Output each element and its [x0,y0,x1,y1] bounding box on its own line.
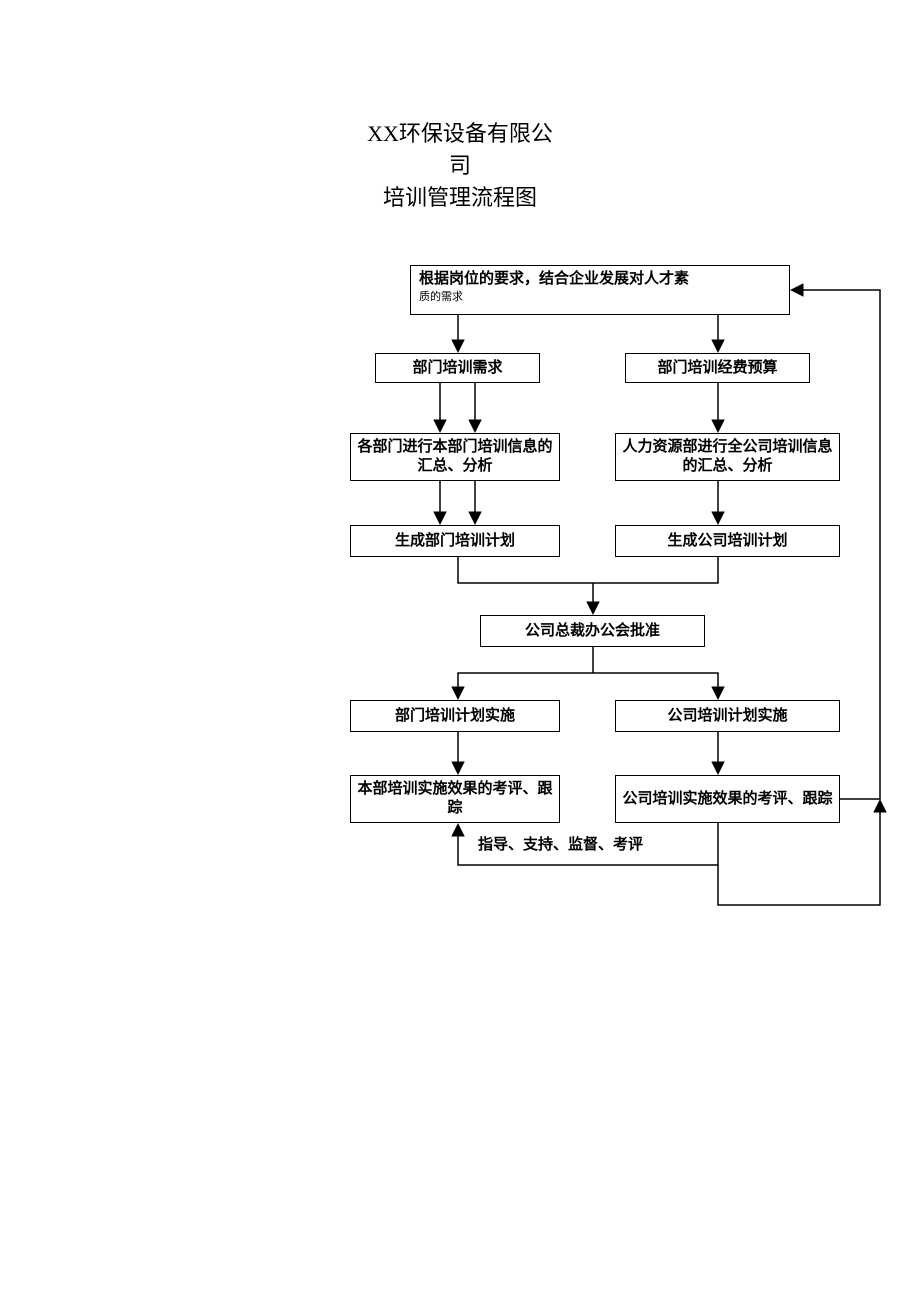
node-dept-eval: 本部培训实施效果的考评、跟踪 [350,775,560,823]
edge-feedback-text: 指导、支持、监督、考评 [478,837,643,853]
node-dept-budget-label: 部门培训经费预算 [657,359,777,378]
node-dept-eval-label: 本部培训实施效果的考评、跟踪 [355,780,555,818]
node-start-sublabel: 质的需求 [419,291,689,305]
document-title: XX环保设备有限公 司 培训管理流程图 [0,118,920,214]
node-company-eval-label: 公司培训实施效果的考评、跟踪 [622,790,832,809]
node-dept-collect: 各部门进行本部门培训信息的汇总、分析 [350,433,560,481]
node-company-impl-label: 公司培训计划实施 [667,707,787,726]
node-company-plan-label: 生成公司培训计划 [667,532,787,551]
node-dept-impl: 部门培训计划实施 [350,700,560,732]
node-start-label: 根据岗位的要求，结合企业发展对人才素 [419,270,689,289]
node-approval-label: 公司总裁办公会批准 [525,622,660,641]
node-company-impl: 公司培训计划实施 [615,700,840,732]
node-dept-plan-label: 生成部门培训计划 [395,532,515,551]
node-start: 根据岗位的要求，结合企业发展对人才素 质的需求 [410,265,790,315]
node-dept-need-label: 部门培训需求 [412,359,502,378]
page: XX环保设备有限公 司 培训管理流程图 [0,0,920,1301]
node-approval: 公司总裁办公会批准 [480,615,705,647]
node-company-plan: 生成公司培训计划 [615,525,840,557]
node-hr-collect: 人力资源部进行全公司培训信息的汇总、分析 [615,433,840,481]
node-dept-collect-label: 各部门进行本部门培训信息的汇总、分析 [355,438,555,476]
edge-feedback-label: 指导、支持、监督、考评 [478,833,643,854]
node-dept-budget: 部门培训经费预算 [625,353,810,383]
node-company-eval: 公司培训实施效果的考评、跟踪 [615,775,840,823]
flowchart: 根据岗位的要求，结合企业发展对人才素 质的需求 部门培训需求 部门培训经费预算 … [340,265,910,965]
title-line-3: 培训管理流程图 [0,182,920,214]
title-line-2: 司 [0,150,920,182]
node-dept-impl-label: 部门培训计划实施 [395,707,515,726]
node-dept-plan: 生成部门培训计划 [350,525,560,557]
node-hr-collect-label: 人力资源部进行全公司培训信息的汇总、分析 [620,438,835,476]
title-line-1: XX环保设备有限公 [0,118,920,150]
node-dept-need: 部门培训需求 [375,353,540,383]
